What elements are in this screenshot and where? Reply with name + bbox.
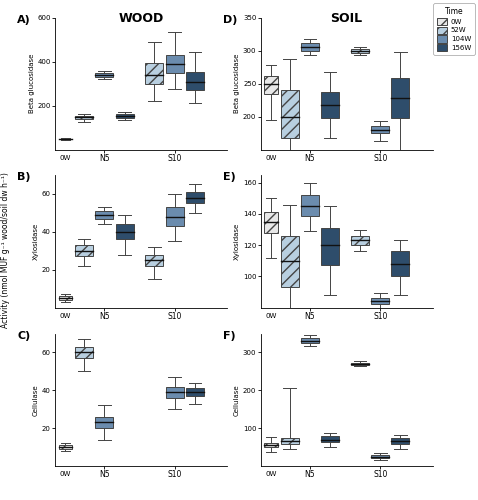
Bar [321,436,339,442]
Text: C): C) [17,331,31,341]
Bar [264,442,278,447]
Y-axis label: Beta glucosidase: Beta glucosidase [234,54,240,114]
Bar [281,90,299,138]
Bar [321,92,339,118]
Bar [59,445,72,449]
Y-axis label: Beta glucosidase: Beta glucosidase [29,54,34,114]
Bar [145,254,163,266]
Bar [351,362,369,366]
Bar [186,72,204,90]
Bar [75,347,93,358]
Bar [371,298,389,304]
Bar [116,114,133,117]
Text: A): A) [17,15,31,25]
Bar [371,456,389,458]
Bar [96,211,113,218]
Legend: 0W, 52W, 104W, 156W: 0W, 52W, 104W, 156W [434,4,475,55]
Bar [301,338,319,344]
Text: F): F) [223,331,235,341]
Text: B): B) [17,172,31,182]
Bar [391,252,409,276]
Bar [351,236,369,245]
Bar [351,48,369,52]
Bar [166,55,184,72]
Bar [186,192,204,203]
Bar [96,417,113,428]
Y-axis label: Xylosidase: Xylosidase [234,222,240,260]
Bar [166,386,184,398]
Bar [371,126,389,134]
Bar [166,207,184,226]
Bar [281,438,299,444]
Text: 0W: 0W [60,313,71,319]
Bar [264,212,278,233]
Text: 0W: 0W [265,156,277,162]
Bar [391,438,409,444]
Text: 0W: 0W [265,313,277,319]
Text: WOOD: WOOD [119,12,163,26]
Y-axis label: Cellulase: Cellulase [33,384,39,416]
Bar [264,76,278,94]
Text: 0W: 0W [265,472,277,478]
Text: Activity (nmol MUF g⁻¹ wood/soil dw h⁻¹): Activity (nmol MUF g⁻¹ wood/soil dw h⁻¹) [1,172,10,328]
Bar [301,44,319,52]
Bar [391,78,409,118]
Bar [75,245,93,256]
Y-axis label: Xylosidase: Xylosidase [33,222,39,260]
Bar [96,73,113,77]
Y-axis label: Cellulase: Cellulase [234,384,240,416]
Bar [186,388,204,396]
Bar [301,196,319,216]
Text: SOIL: SOIL [330,12,363,26]
Bar [75,116,93,119]
Bar [59,296,72,300]
Bar [281,236,299,287]
Text: 0W: 0W [60,156,71,162]
Text: E): E) [223,172,235,182]
Text: 0W: 0W [60,472,71,478]
Bar [145,63,163,84]
Bar [116,224,133,240]
Text: D): D) [223,15,237,25]
Bar [321,228,339,266]
